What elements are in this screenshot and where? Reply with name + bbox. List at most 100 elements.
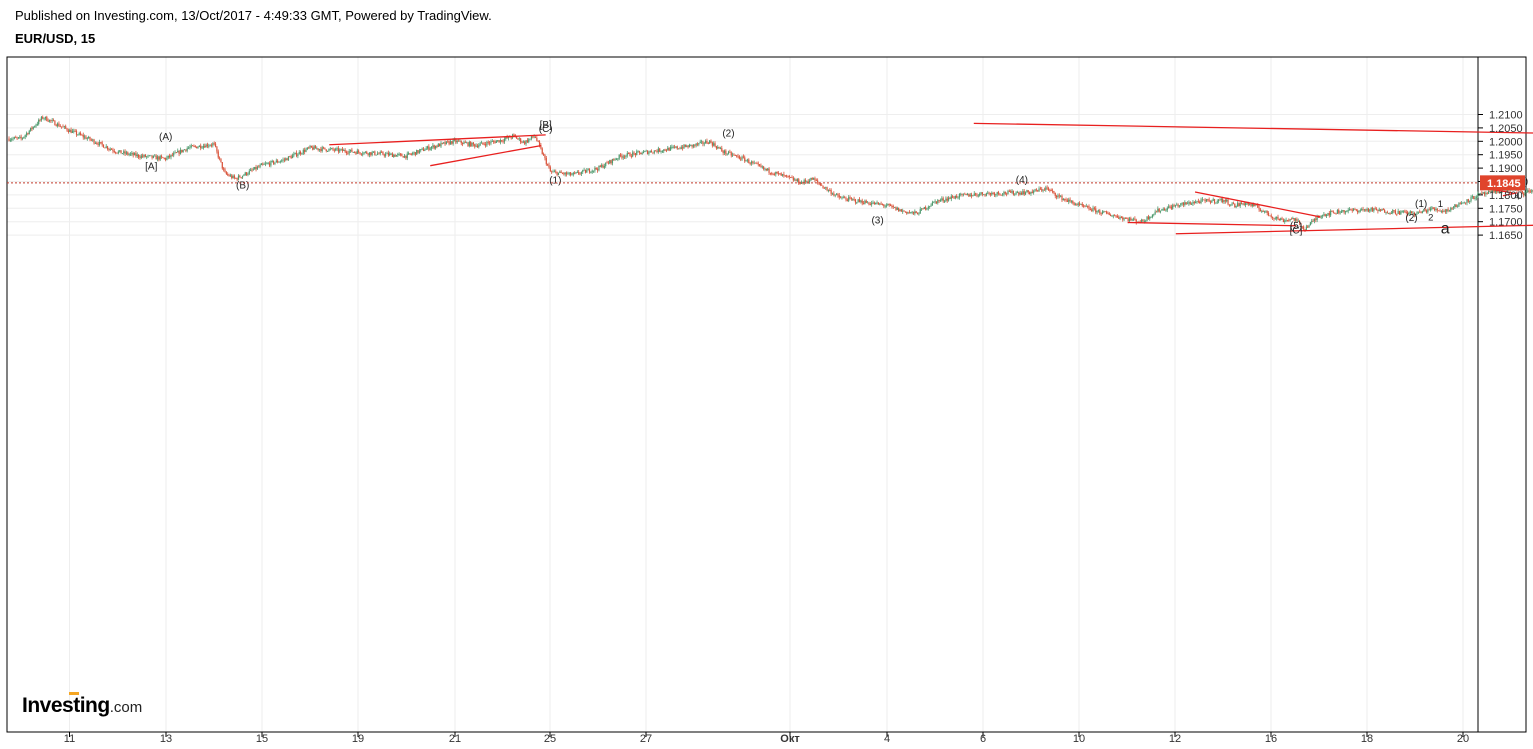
- candle-body: [908, 212, 911, 214]
- candle-body: [463, 142, 465, 145]
- candle-body: [414, 152, 416, 155]
- candle-body: [1390, 213, 1392, 214]
- candle-body: [1354, 208, 1356, 210]
- candle-body: [1524, 192, 1526, 196]
- candle-body: [1064, 199, 1066, 200]
- candle-body: [1037, 190, 1039, 192]
- candle-body: [398, 153, 400, 155]
- candle-body: [1362, 209, 1364, 210]
- candle-body: [1031, 191, 1033, 193]
- candle-body: [358, 150, 360, 153]
- candle-body: [624, 156, 626, 158]
- candle-body: [773, 174, 776, 175]
- candle-body: [676, 146, 678, 149]
- candle-body: [954, 195, 956, 199]
- candle-body: [906, 211, 908, 214]
- candle-body: [568, 172, 570, 174]
- candle-body: [328, 148, 330, 152]
- candle-body: [379, 152, 381, 154]
- candle-body: [1023, 191, 1025, 195]
- candle-body: [1201, 199, 1203, 201]
- candle-body: [956, 195, 958, 198]
- candle-body: [493, 141, 495, 142]
- candle-body: [102, 144, 105, 148]
- candle-body: [811, 177, 813, 180]
- candle-body: [302, 149, 304, 154]
- candle-body: [187, 147, 190, 149]
- candle-body: [840, 197, 842, 199]
- candle-body: [1184, 202, 1186, 205]
- candle-body: [243, 175, 245, 176]
- candle-body: [1199, 201, 1201, 203]
- candle-body: [983, 194, 985, 196]
- candle-body: [75, 131, 78, 135]
- candle-body: [1420, 212, 1422, 214]
- candle-body: [916, 212, 919, 215]
- candle-body: [1019, 192, 1021, 195]
- candle-body: [1026, 190, 1028, 193]
- candle-body: [81, 134, 83, 136]
- candle-body: [883, 204, 885, 206]
- candle-body: [1074, 204, 1077, 206]
- candle-body: [1024, 192, 1027, 195]
- candle-body: [1145, 220, 1147, 222]
- candle-body: [702, 141, 704, 144]
- candle-body: [717, 147, 719, 149]
- candle-body: [792, 177, 794, 181]
- candle-body: [352, 151, 354, 153]
- candle-body: [669, 146, 672, 151]
- candle-body: [183, 149, 186, 151]
- candle-body: [84, 136, 86, 138]
- candle-body: [1249, 203, 1251, 205]
- candle-body: [996, 192, 998, 195]
- candle-body: [20, 136, 22, 139]
- candle-body: [324, 147, 326, 150]
- candle-body: [223, 168, 225, 170]
- candle-body: [1443, 210, 1445, 212]
- candle-body: [992, 192, 994, 194]
- candle-body: [633, 152, 635, 154]
- candle-body: [1065, 199, 1067, 201]
- candle-body: [786, 175, 788, 177]
- candle-body: [151, 155, 153, 158]
- candle-body: [356, 150, 358, 154]
- candle-body: [660, 151, 662, 153]
- candle-body: [719, 148, 722, 149]
- candle-body: [823, 187, 825, 189]
- candle-body: [999, 193, 1001, 195]
- candle-body: [117, 151, 119, 154]
- candle-body: [1404, 210, 1406, 213]
- candle-body: [861, 200, 863, 204]
- candle-body: [100, 141, 102, 143]
- candle-body: [1485, 193, 1487, 195]
- candle-body: [1161, 209, 1163, 211]
- y-tick-label: 1.2000: [1489, 136, 1523, 148]
- candle-body: [1263, 211, 1266, 212]
- candle-body: [989, 193, 992, 195]
- candle-body: [1107, 213, 1109, 215]
- candle-body: [201, 147, 203, 149]
- candle-body: [738, 156, 740, 159]
- candle-body: [779, 173, 781, 175]
- candle-body: [513, 134, 515, 136]
- candle-body: [732, 154, 734, 156]
- candle-body: [364, 151, 366, 153]
- candle-body: [329, 148, 331, 150]
- candle-body: [1363, 209, 1365, 211]
- candle-body: [1386, 212, 1388, 214]
- candle-body: [1062, 199, 1064, 201]
- candle-body: [1297, 220, 1299, 222]
- candle-body: [111, 149, 113, 150]
- candle-body: [93, 139, 95, 144]
- wave-label: (1): [1415, 199, 1427, 210]
- candle-body: [62, 126, 64, 128]
- candle-body: [476, 145, 479, 147]
- candle-body: [977, 195, 979, 197]
- candle-body: [902, 210, 904, 212]
- candle-body: [722, 151, 724, 153]
- candle-body: [437, 143, 439, 147]
- candle-body: [852, 198, 854, 200]
- candle-body: [129, 153, 132, 155]
- candle-body: [1528, 190, 1530, 192]
